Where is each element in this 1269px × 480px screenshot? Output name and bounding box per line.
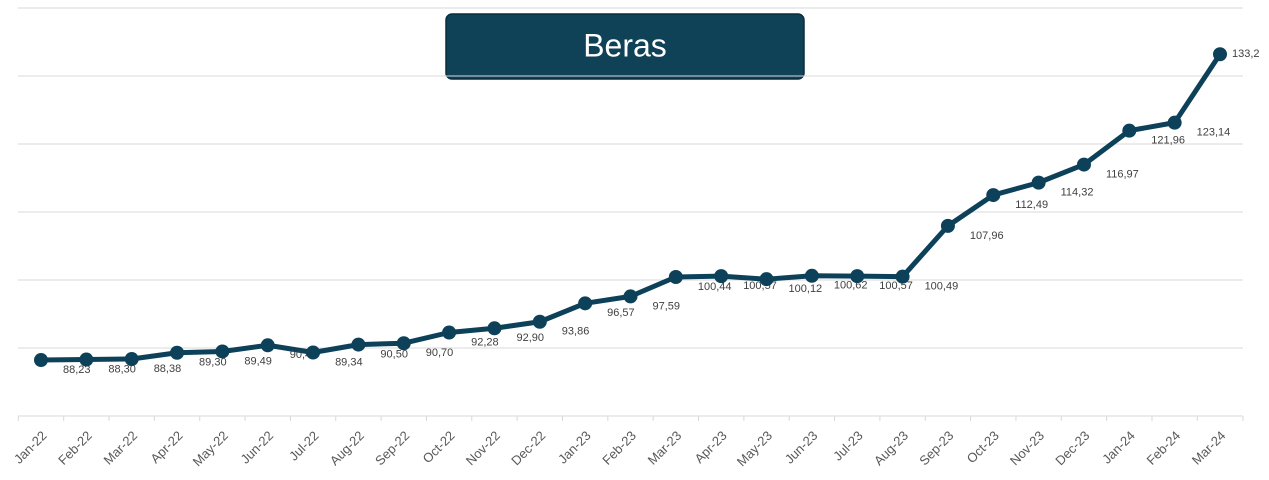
point	[351, 337, 366, 352]
point	[306, 345, 321, 360]
data-label: 116,97	[1106, 169, 1139, 181]
point	[124, 352, 139, 367]
data-label: 112,49	[1015, 199, 1048, 211]
data-label: 89,34	[335, 356, 363, 368]
data-label: 100,62	[834, 280, 868, 292]
x-tick-label: Mar-24	[1189, 428, 1229, 468]
data-label: 133,2	[1232, 48, 1260, 60]
data-label: 100,49	[925, 281, 959, 293]
x-tick-label: May-22	[190, 428, 231, 469]
x-tick-label: Jun-22	[238, 428, 277, 467]
data-label: 90,50	[380, 349, 408, 361]
data-label: 89,30	[199, 357, 227, 369]
x-tick-label: Apr-22	[147, 428, 185, 466]
x-tick-label: Jul-22	[286, 428, 322, 464]
point	[623, 289, 638, 304]
data-label: 114,32	[1061, 187, 1094, 199]
point	[578, 296, 593, 311]
point	[215, 344, 230, 359]
x-tick-label: Mar-22	[101, 428, 141, 468]
point	[714, 269, 729, 284]
data-label: 93,86	[562, 326, 590, 338]
x-tick-label: Jul-23	[830, 428, 866, 464]
data-label: 121,96	[1151, 135, 1185, 147]
x-tick-label: Nov-23	[1007, 428, 1047, 468]
data-label: 107,96	[970, 230, 1004, 242]
point	[396, 336, 411, 351]
point	[895, 269, 910, 284]
point	[260, 338, 275, 353]
point	[986, 188, 1001, 203]
point	[850, 269, 865, 284]
point	[1122, 123, 1137, 138]
x-tick-label: Dec-23	[1052, 428, 1092, 468]
x-tick-label: Oct-23	[964, 428, 1002, 466]
point	[532, 314, 547, 329]
x-tick-label: Feb-23	[599, 428, 639, 468]
point	[170, 345, 185, 360]
x-tick-label: Apr-23	[692, 428, 730, 466]
x-tick-label: Jun-23	[782, 428, 821, 467]
data-label: 96,57	[607, 307, 635, 319]
data-label: 90,70	[426, 347, 454, 359]
point	[487, 321, 502, 336]
point	[1213, 47, 1227, 62]
x-tick-label: Feb-22	[55, 428, 95, 468]
x-tick-label: Jan-23	[555, 428, 594, 467]
point	[940, 218, 955, 233]
data-label: 88,23	[63, 364, 91, 376]
data-label: 123,14	[1197, 127, 1231, 139]
point	[442, 325, 457, 340]
x-tick-label: Jan-24	[1099, 428, 1138, 467]
data-label: 92,28	[471, 336, 499, 348]
x-tick-label: Sep-22	[372, 428, 412, 468]
data-label: 88,38	[154, 363, 182, 375]
point	[804, 268, 819, 283]
x-tick-label: Mar-23	[645, 428, 685, 468]
x-tick-label: Feb-24	[1143, 428, 1183, 468]
point	[79, 352, 94, 367]
point	[668, 270, 683, 285]
point	[1167, 115, 1182, 130]
x-tick-label: May-23	[734, 428, 775, 469]
data-label: 89,49	[244, 355, 272, 367]
x-tick-label: Dec-22	[508, 428, 548, 468]
point	[759, 272, 774, 287]
data-label: 100,57	[879, 280, 913, 292]
x-tick-label: Aug-23	[871, 428, 911, 468]
data-label: 92,90	[516, 332, 544, 344]
x-tick-label: Nov-22	[463, 428, 503, 468]
x-tick-label: Sep-23	[916, 428, 956, 468]
point	[34, 353, 48, 368]
point	[1076, 157, 1091, 172]
data-label: 97,59	[653, 300, 681, 312]
x-tick-label: Oct-22	[419, 428, 457, 466]
x-tick-label: Jan-22	[11, 428, 50, 467]
title-box	[445, 13, 805, 80]
x-tick-label: Aug-22	[327, 428, 367, 468]
chart-title: Beras	[583, 27, 667, 63]
data-label: 100,44	[698, 281, 732, 293]
data-label: 88,30	[108, 363, 136, 375]
data-label: 100,12	[789, 283, 823, 295]
point	[1031, 175, 1046, 190]
